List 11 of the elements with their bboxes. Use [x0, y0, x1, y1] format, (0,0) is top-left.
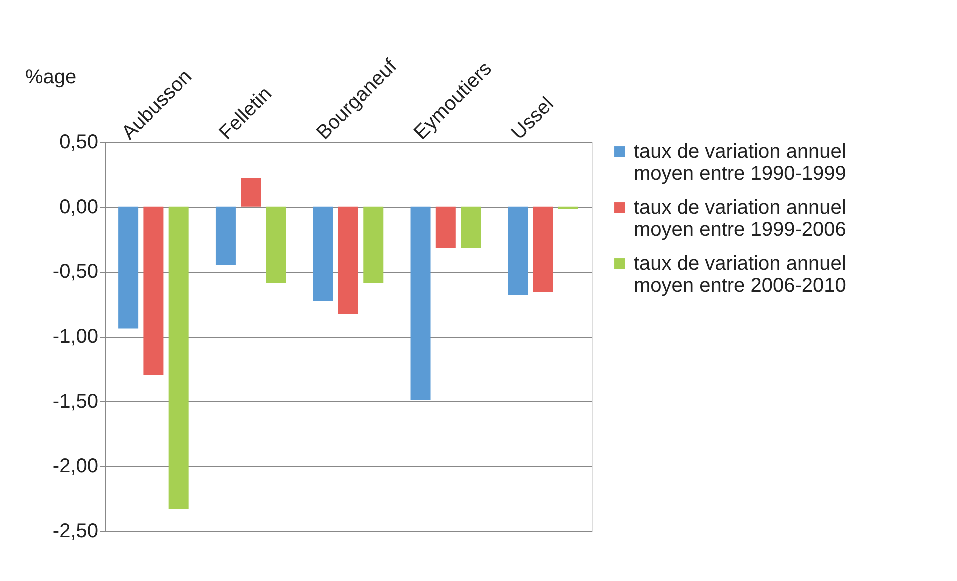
y-tick-label: 0,50: [60, 132, 98, 154]
y-tick-label: -1,00: [52, 326, 98, 348]
y-tick-label: -1,50: [52, 390, 98, 413]
y-tick-label: -0,50: [52, 261, 98, 284]
legend-label: taux de variation annuel moyen entre 1990-1999: [634, 141, 846, 185]
legend-label: taux de variation annuel moyen entre 1999-2006: [634, 197, 846, 241]
legend-label: taux de variation annuel moyen entre 2006-2010: [634, 253, 846, 297]
y-axis-title: %age: [26, 66, 77, 88]
y-tick-label: -2,00: [52, 456, 98, 478]
y-tick-label: 0,00: [60, 196, 98, 218]
y-tick-label: -2,50: [52, 520, 98, 542]
